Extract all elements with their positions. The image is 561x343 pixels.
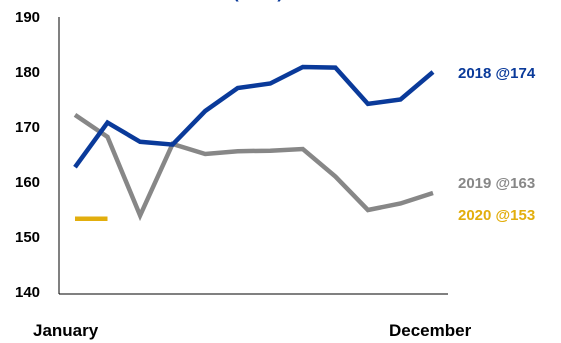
axes [58, 17, 448, 295]
y-tick-label: 140 [15, 284, 40, 301]
y-tick-label: 150 [15, 229, 40, 246]
x-start-label: January [33, 321, 99, 340]
chart-title: (…/…) [233, 0, 283, 2]
y-tick-label: 190 [15, 9, 40, 26]
y-tick-label: 160 [15, 174, 40, 191]
y-tick-label: 180 [15, 64, 40, 81]
series-label-2020: 2020 @153 [458, 207, 535, 224]
series-label-2018: 2018 @174 [458, 65, 536, 82]
y-tick-label: 170 [15, 119, 40, 136]
series-label-2019: 2019 @163 [458, 175, 535, 192]
series-lines [73, 64, 435, 222]
series-line-2018 [73, 64, 435, 169]
x-end-label: December [389, 321, 472, 340]
series-line-2019 [73, 113, 434, 222]
y-tick-labels: 190 180 170 160 150 140 [15, 9, 40, 301]
series-end-labels: 2018 @174 2019 @163 2020 @153 [458, 65, 536, 224]
